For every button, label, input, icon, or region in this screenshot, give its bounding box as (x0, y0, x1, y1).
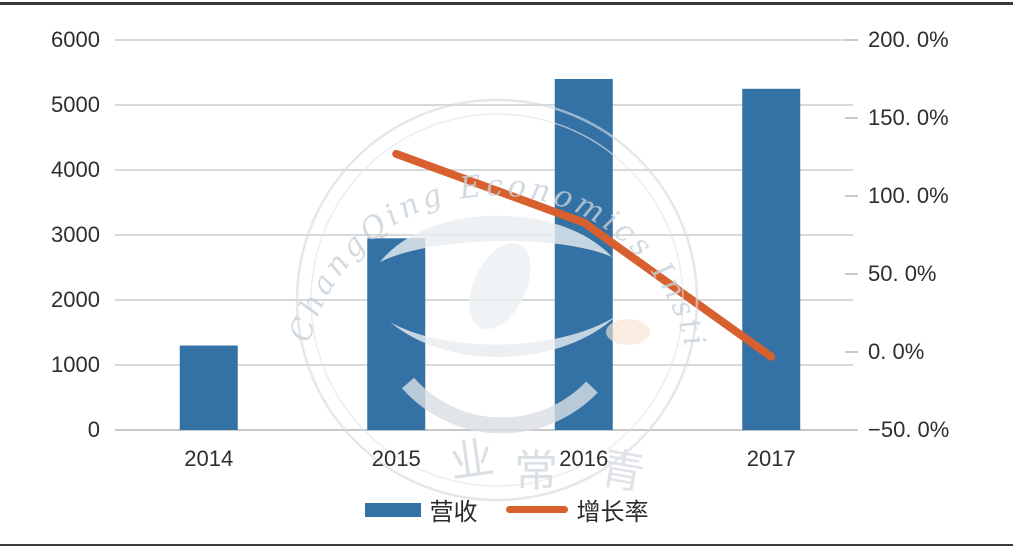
watermark-outer-ring (295, 98, 699, 502)
right-axis-tick-label: 200. 0% (868, 27, 949, 52)
right-axis-tick-label: −50. 0% (868, 417, 950, 442)
x-axis-category-label: 2014 (184, 446, 234, 471)
revenue-bar (179, 345, 238, 430)
watermark-leaf-shape (469, 242, 531, 330)
legend-item-growth: 增长率 (505, 492, 649, 527)
legend-revenue-label: 营收 (429, 499, 478, 526)
x-axis-category-label: 2016 (559, 446, 609, 471)
growth-line (392, 149, 776, 361)
right-axis-tick-label: 0. 0% (868, 339, 925, 364)
left-axis-tick-label: 6000 (51, 27, 100, 52)
watermark-char: 业 (447, 433, 497, 488)
watermark-bird-shape (390, 316, 616, 357)
left-axis-tick-label: 3000 (51, 222, 100, 247)
right-axis-tick-label: 50. 0% (868, 261, 937, 286)
right-axis-tick-label: 150. 0% (868, 105, 949, 130)
left-axis-tick-label: 2000 (51, 287, 100, 312)
x-axis-category-label: 2015 (371, 446, 421, 471)
right-axis-tick-label: 100. 0% (868, 183, 949, 208)
watermark-orange-accent (606, 319, 650, 345)
left-axis-tick-label: 0 (87, 417, 100, 442)
legend-growth-label: 增长率 (576, 499, 649, 526)
watermark-char: 常 (514, 447, 558, 496)
watermark-ribbon (401, 377, 598, 434)
bar-swatch-icon (364, 502, 421, 517)
revenue-bar (554, 79, 613, 430)
x-axis-category-label: 2017 (746, 446, 796, 471)
top-border-line (0, 2, 1013, 5)
watermark-inner-ring (310, 113, 684, 487)
watermark-bird-shape (380, 215, 612, 262)
left-axis-tick-label: 5000 (51, 92, 100, 117)
bottom-border-line (0, 544, 1013, 546)
watermark-char: 青 (596, 444, 648, 500)
left-axis-tick-label: 4000 (51, 157, 100, 182)
legend-item-revenue: 营收 (364, 492, 478, 527)
line-swatch-icon (505, 506, 568, 513)
revenue-bar (742, 88, 801, 431)
legend: 营收 增长率 (0, 492, 1013, 527)
left-axis-tick-label: 1000 (51, 352, 100, 377)
